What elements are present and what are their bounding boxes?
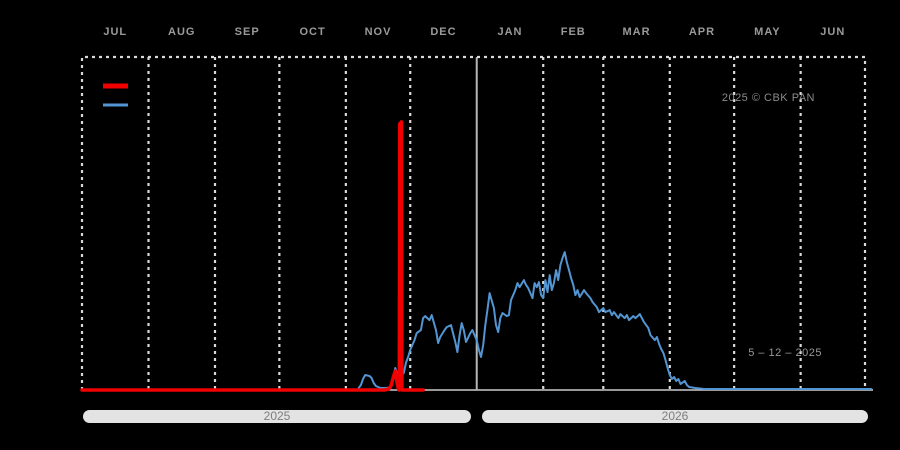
year-bar-2025[interactable]: 2025 <box>83 410 471 423</box>
copyright-label: 2025 © CBK PAN <box>721 92 815 104</box>
month-label-aug: AUG <box>168 26 196 38</box>
month-label-feb: FEB <box>560 26 586 38</box>
year-bar-label: 2026 <box>661 409 689 423</box>
blue-series-line <box>357 251 873 390</box>
month-label-jul: JUL <box>103 26 128 38</box>
red-series-line <box>80 120 425 392</box>
year-bar-2026[interactable]: 2026 <box>482 410 868 423</box>
month-label-nov: NOV <box>364 26 392 38</box>
month-label-apr: APR <box>688 26 716 38</box>
month-label-sep: SEP <box>234 26 260 38</box>
month-label-jan: JAN <box>497 26 523 38</box>
plot-frame <box>80 55 867 390</box>
date-label: 5 – 12 – 2025 <box>748 347 822 359</box>
month-label-dec: DEC <box>430 26 457 38</box>
month-label-mar: MAR <box>622 26 651 38</box>
month-label-may: MAY <box>754 26 781 38</box>
month-label-oct: OCT <box>299 26 326 38</box>
year-bar-label: 2025 <box>263 409 291 423</box>
month-label-jun: JUN <box>820 26 846 38</box>
